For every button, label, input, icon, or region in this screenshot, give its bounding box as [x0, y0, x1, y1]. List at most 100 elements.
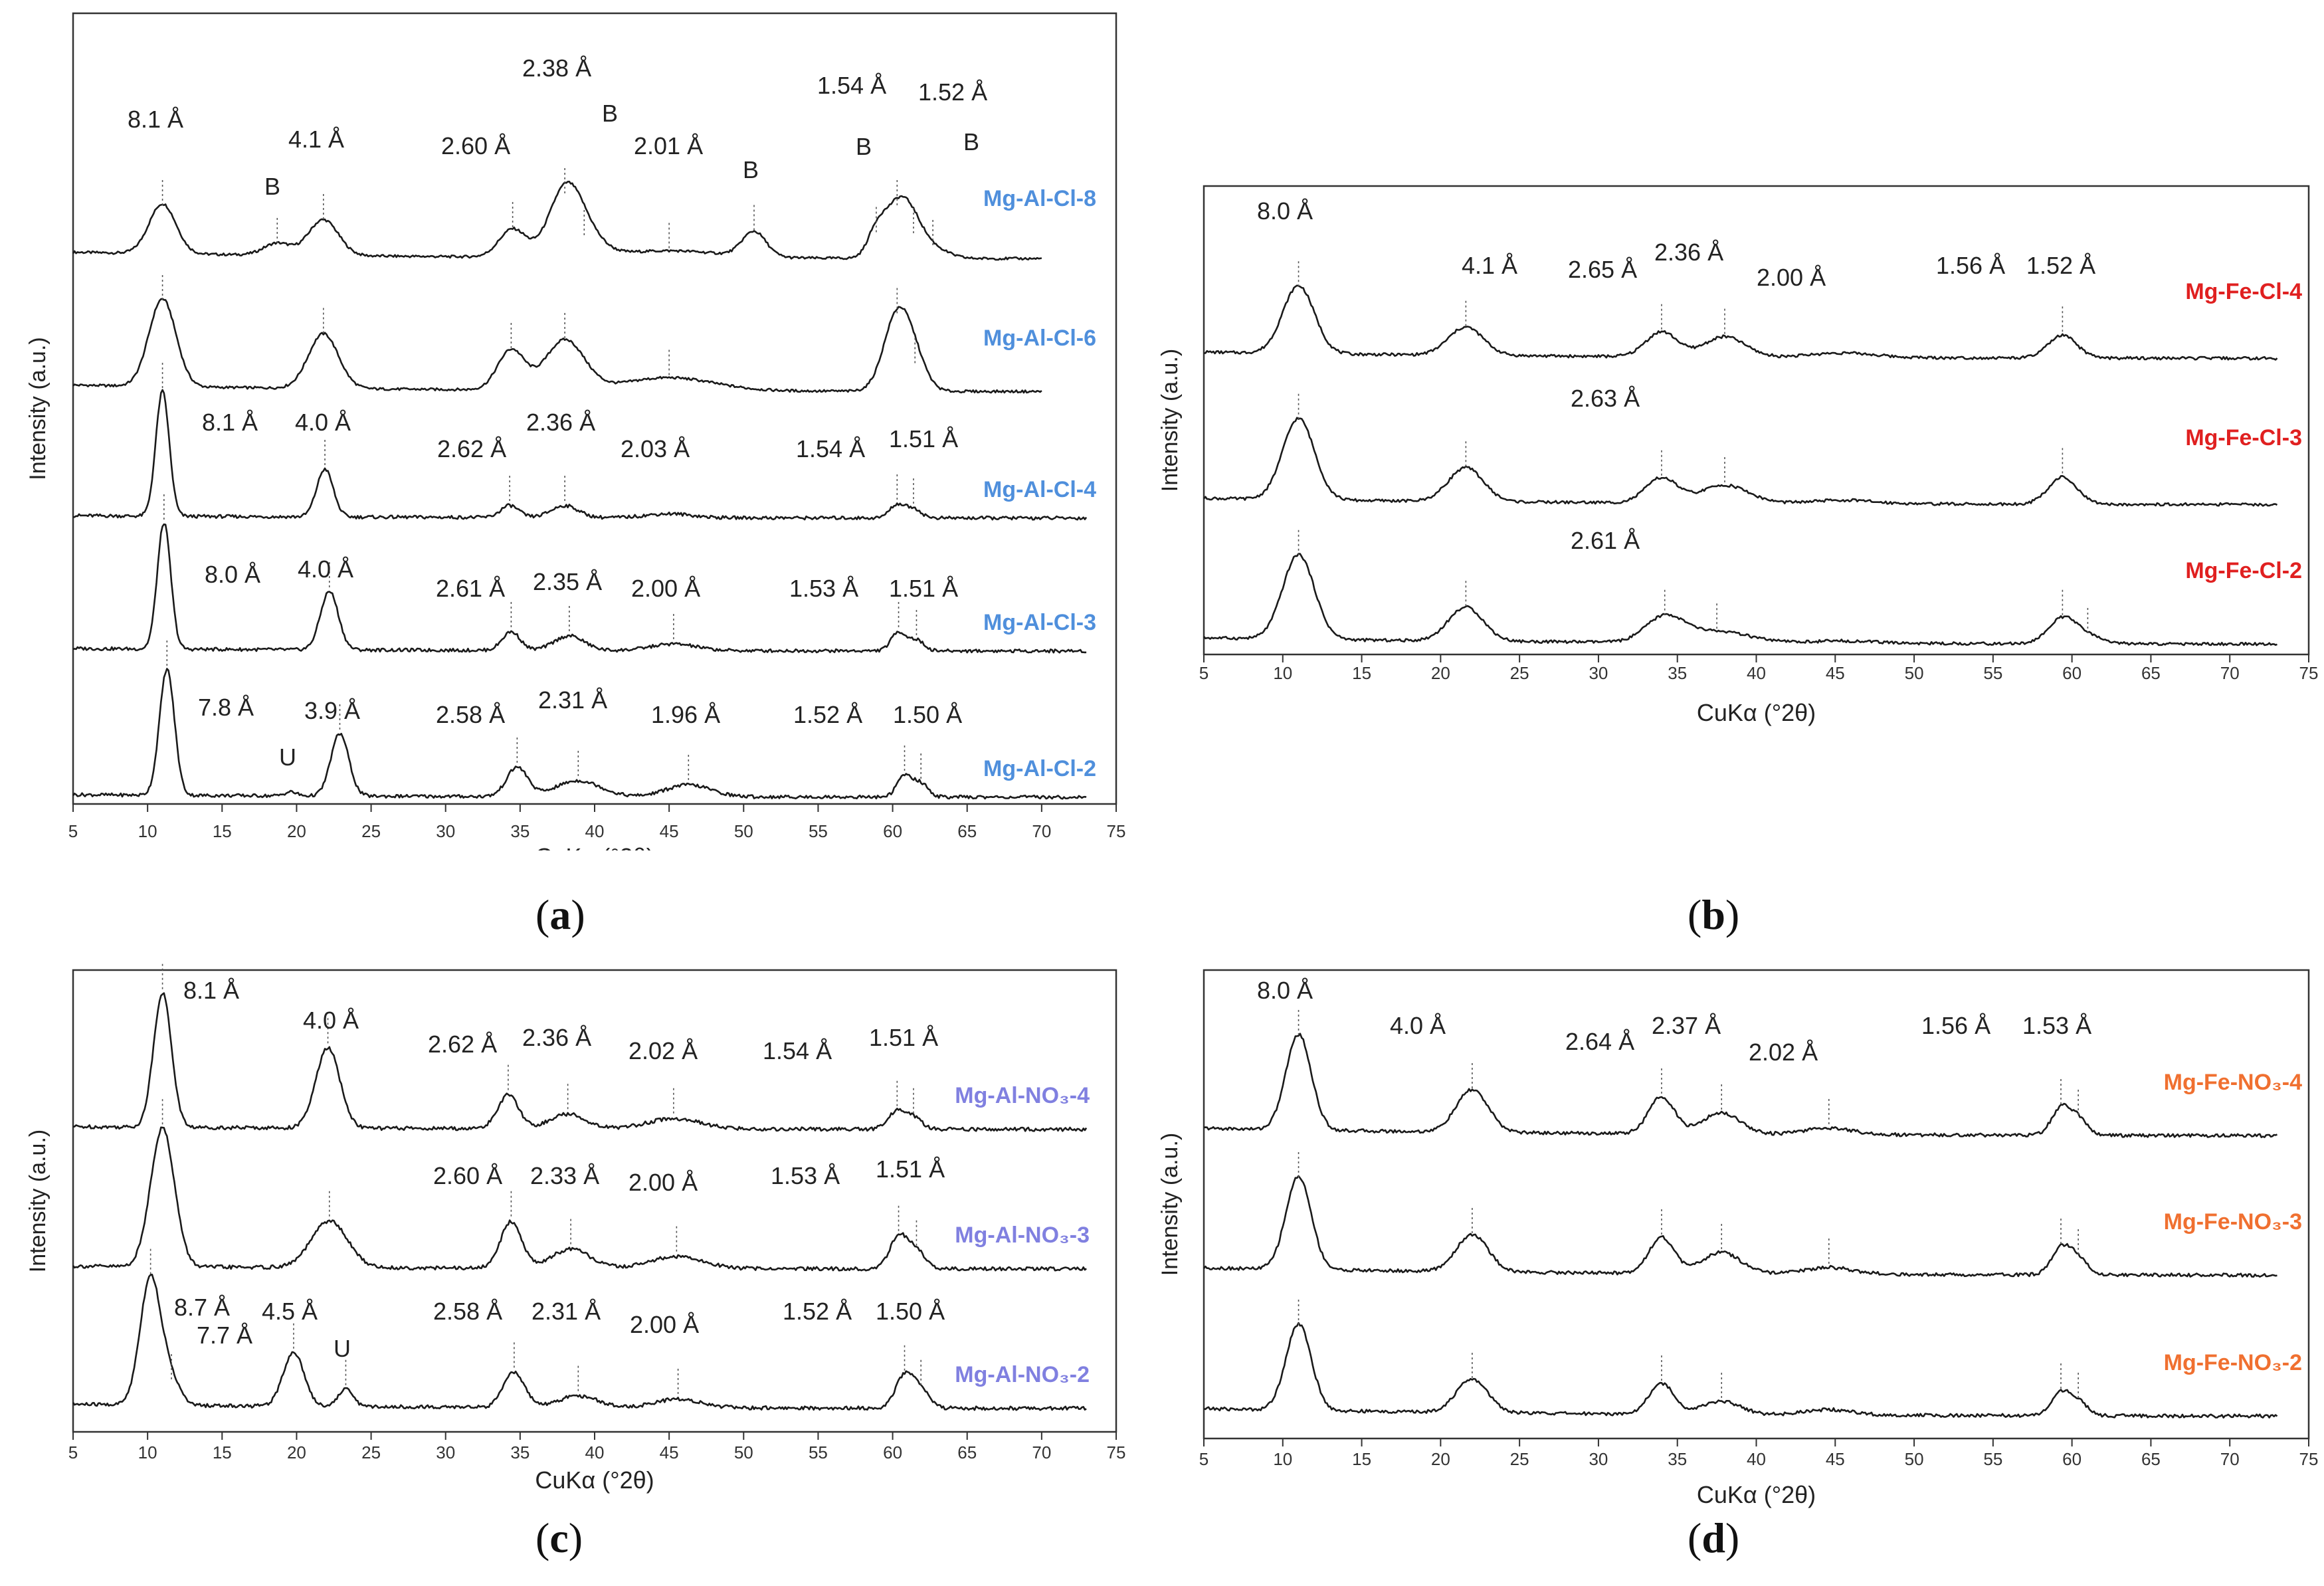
annotation: 4.5 Å [262, 1298, 318, 1325]
series-label: Mg-Fe-NO₃-4 [2164, 1070, 2302, 1095]
annotation: 2.61 Å [436, 575, 505, 602]
annotation: 2.35 Å [533, 568, 602, 595]
annotation: 2.64 Å [1565, 1028, 1634, 1055]
x-tick-label: 75 [2299, 663, 2319, 683]
x-tick-label: 30 [436, 821, 455, 841]
x-tick-label: 20 [1431, 1449, 1450, 1469]
series-line [72, 1126, 1087, 1272]
series-line [1203, 1175, 2277, 1278]
panel-d: 5 10 15 20 25 30 35 40 45 50 55 60 65 70 75 CuKα (°2θ) I… [1129, 943, 2324, 1583]
x-tick-label: 30 [1589, 663, 1608, 683]
plot-frame [1203, 185, 2310, 656]
annotation: 1.54 Å [763, 1037, 832, 1064]
x-tick-label: 10 [138, 821, 157, 841]
x-tick-label: 50 [1905, 663, 1924, 683]
x-tick-label: 20 [287, 1442, 306, 1462]
x-tick-label: 75 [2299, 1449, 2319, 1469]
y-axis-label: Intensity (a.u.) [25, 1130, 50, 1272]
annotation: 1.53 Å [2022, 1012, 2091, 1039]
annotation: 2.33 Å [530, 1162, 599, 1189]
x-tick-label: 75 [1107, 1442, 1126, 1462]
plot-area: 5 10 15 20 25 30 35 40 45 50 55 60 65 70 75 CuKα (°2θ) I… [1157, 969, 2319, 1508]
x-tick-label: 50 [734, 1442, 753, 1462]
x-tick-label: 65 [957, 1442, 977, 1462]
x-tick-label: 60 [2062, 1449, 2082, 1469]
series-label: Mg-Al-Cl-3 [983, 610, 1096, 635]
chart-a: 5 10 15 20 25 30 35 40 45 50 55 60 65 70 75 CuKα (°2θ) I… [25, 12, 1125, 870]
annotation: 7.7 Å [197, 1322, 252, 1349]
annotation: 2.00 Å [629, 1169, 698, 1196]
annotation: 7.8 Å [198, 694, 254, 721]
x-tick-label: 65 [2141, 663, 2161, 683]
annotation: B [963, 128, 979, 155]
x-tick-label: 65 [2141, 1449, 2161, 1469]
panel-c: 5 10 15 20 25 30 35 40 45 50 55 60 65 70 75 CuKα (°2θ) I… [0, 943, 1129, 1583]
annotation: 3.9 Å [304, 697, 360, 724]
x-tick-label: 35 [510, 1442, 530, 1462]
series-line [1203, 553, 2277, 646]
annotation: 1.53 Å [771, 1162, 840, 1189]
x-tick-label: 20 [1431, 663, 1450, 683]
annotation: 4.0 Å [295, 409, 351, 436]
annotation: 4.0 Å [298, 555, 353, 583]
annotation: 2.58 Å [436, 701, 505, 728]
x-tick-label: 10 [1273, 1449, 1292, 1469]
x-tick-label: 15 [1352, 1449, 1371, 1469]
series-label: Mg-Fe-Cl-2 [2185, 558, 2302, 583]
annotation: 1.96 Å [651, 701, 720, 728]
annotation: 2.62 Å [437, 435, 506, 462]
x-tick-label: 10 [1273, 663, 1292, 683]
annotation: 2.36 Å [1654, 239, 1723, 266]
annotation: 1.51 Å [869, 1024, 938, 1051]
series-label: Mg-Al-Cl-6 [983, 326, 1096, 351]
series-label: Mg-Al-Cl-4 [983, 477, 1096, 502]
annotation: 1.52 Å [793, 701, 862, 728]
annotation: 1.52 Å [2026, 252, 2095, 279]
annotation: 8.0 Å [1257, 197, 1313, 225]
x-tick-label: 25 [361, 1442, 381, 1462]
x-tick-label: 50 [734, 821, 753, 841]
series-line [1203, 1322, 2278, 1419]
annotation: 2.03 Å [621, 435, 690, 462]
x-tick-label: 35 [1668, 1449, 1687, 1469]
x-tick-label: 55 [809, 821, 828, 841]
annotation: 2.58 Å [433, 1298, 502, 1325]
series-line [72, 181, 1042, 261]
annotation: 4.0 Å [303, 1007, 359, 1034]
x-tick-label: 25 [361, 821, 381, 841]
x-tick-label: 30 [436, 1442, 455, 1462]
x-tick-label: 70 [2220, 1449, 2240, 1469]
plot-area: 5 10 15 20 25 30 35 40 45 50 55 60 65 70 75 CuKα (°2θ) I… [1157, 185, 2319, 726]
annotation: U [334, 1335, 351, 1362]
x-tick-label: 70 [1032, 1442, 1051, 1462]
series-label: Mg-Al-NO₃-3 [955, 1223, 1090, 1248]
x-tick-label: 60 [883, 1442, 902, 1462]
series-label: Mg-Fe-NO₃-2 [2164, 1350, 2302, 1375]
annotation: 2.01 Å [634, 132, 703, 159]
annotation: 4.0 Å [1390, 1012, 1446, 1039]
x-axis-label: CuKα (°2θ) [1697, 699, 1816, 726]
panel-label-b: (b) [1688, 891, 1740, 938]
annotation: 2.60 Å [441, 132, 510, 159]
series-line [72, 389, 1088, 521]
series-label: Mg-Al-Cl-2 [983, 756, 1096, 781]
annotation: 4.1 Å [1462, 252, 1517, 279]
annotation: 1.51 Å [889, 425, 958, 452]
x-tick-label: 50 [1905, 1449, 1924, 1469]
x-tick-label: 45 [660, 821, 679, 841]
annotation: 1.52 Å [918, 78, 987, 106]
annotation: 2.61 Å [1571, 527, 1640, 554]
series-line [72, 298, 1042, 394]
annotation: 8.1 Å [202, 409, 258, 436]
annotation: 1.52 Å [783, 1298, 852, 1325]
series-line [72, 1274, 1087, 1411]
x-tick-label: 35 [1668, 663, 1687, 683]
x-tick-label: 55 [809, 1442, 828, 1462]
series-label: Mg-Fe-Cl-3 [2185, 425, 2302, 450]
x-tick-label: 40 [1747, 663, 1766, 683]
annotation: 2.60 Å [433, 1162, 502, 1189]
annotation: B [743, 156, 759, 183]
annotation: 2.00 Å [1757, 264, 1826, 291]
y-axis-label: Intensity (a.u.) [25, 337, 50, 480]
x-tick-label: 40 [585, 821, 605, 841]
